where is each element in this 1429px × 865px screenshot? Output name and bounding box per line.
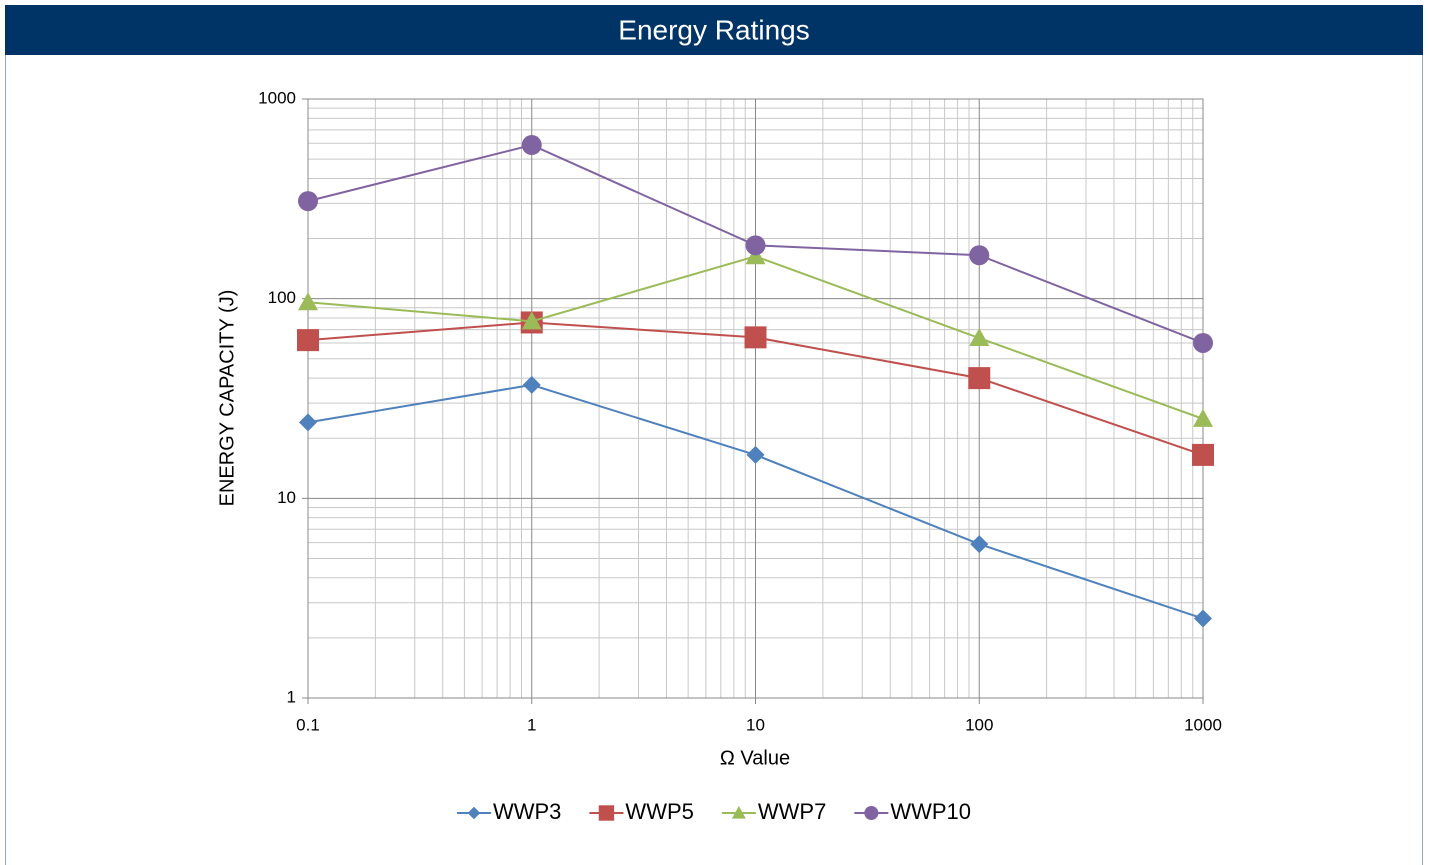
marker xyxy=(746,445,765,464)
marker xyxy=(1193,408,1213,427)
legend-label: WWP10 xyxy=(890,799,971,824)
marker xyxy=(521,311,542,330)
marker xyxy=(298,292,318,311)
marker xyxy=(745,235,766,256)
marker xyxy=(968,367,991,390)
marker xyxy=(744,326,767,349)
legend-marker xyxy=(864,806,879,820)
legend-label: WWP7 xyxy=(758,799,826,824)
x-tick-label: 1000 xyxy=(1184,715,1222,734)
x-tick-label: 0.1 xyxy=(296,715,320,734)
marker xyxy=(521,135,542,156)
legend: WWP3 WWP5 WWP7 WWP10 xyxy=(456,799,971,824)
y-tick-label: 1000 xyxy=(258,88,296,107)
marker xyxy=(1192,443,1214,466)
marker xyxy=(969,245,990,266)
marker xyxy=(969,328,990,347)
header-bar xyxy=(5,5,1423,55)
marker xyxy=(297,329,319,352)
y-tick-label: 10 xyxy=(277,488,296,507)
legend-marker xyxy=(598,805,615,821)
y-axis-label: ENERGY CAPACITY (J) xyxy=(216,290,238,507)
x-tick-label: 10 xyxy=(746,715,765,734)
y-tick-label: 1 xyxy=(287,687,296,706)
legend-label: WWP5 xyxy=(625,799,693,824)
x-tick-label: 1 xyxy=(527,715,536,734)
chart-title: Energy Ratings xyxy=(618,14,809,45)
y-tick-label: 100 xyxy=(268,288,296,307)
legend-marker xyxy=(467,806,481,820)
x-tick-label: 100 xyxy=(965,715,993,734)
legend-marker xyxy=(731,806,746,819)
marker xyxy=(522,375,541,394)
plot-frame xyxy=(307,98,1204,699)
marker xyxy=(1193,332,1213,353)
marker xyxy=(970,535,989,554)
marker xyxy=(299,413,317,432)
x-axis-label: Ω Value xyxy=(720,747,790,769)
marker xyxy=(1194,609,1212,628)
legend-label: WWP3 xyxy=(493,799,561,824)
marker xyxy=(298,191,318,212)
